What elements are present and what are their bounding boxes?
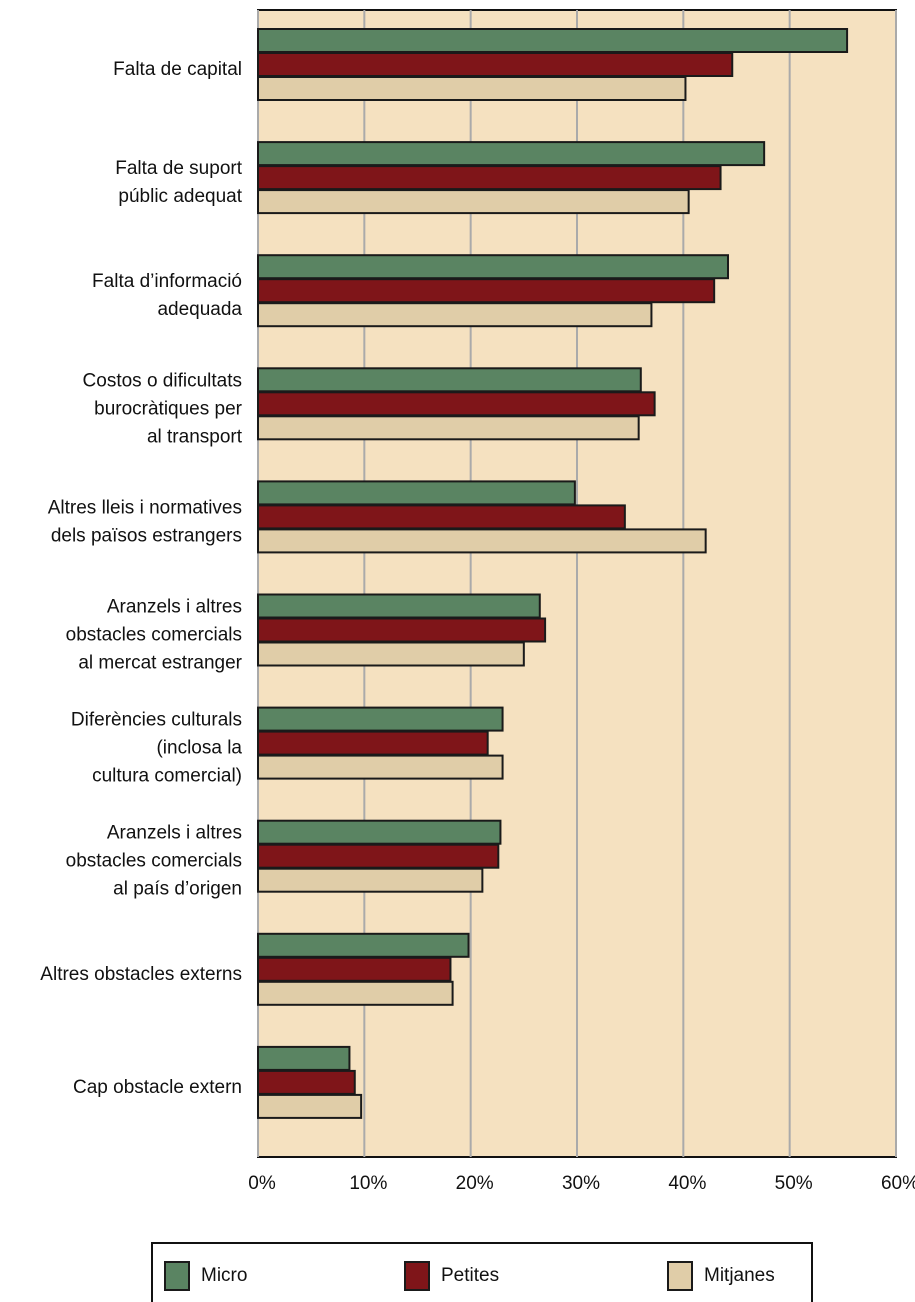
category-label: Falta de suport públic adequat bbox=[115, 158, 242, 207]
bar bbox=[257, 754, 504, 780]
category-label-line: dels països estrangers bbox=[51, 525, 242, 546]
category-label: Aranzels i altres obstacles comercials al … bbox=[66, 597, 243, 674]
category-label-line: obstacles comercials bbox=[66, 851, 242, 872]
category-label-line: Altres obstacles externs bbox=[40, 964, 242, 985]
x-tick-label: 20% bbox=[456, 1173, 494, 1194]
category-label-line: Altres lleis i normatives bbox=[48, 497, 242, 518]
bar bbox=[257, 819, 502, 845]
legend-label: Petites bbox=[441, 1265, 499, 1286]
legend-label: Micro bbox=[201, 1265, 247, 1286]
category-label-line: Falta d’informació bbox=[92, 271, 242, 292]
category-label: Cap obstacle extern bbox=[73, 1077, 242, 1098]
category-label-line: Cap obstacle extern bbox=[73, 1077, 242, 1098]
bar bbox=[257, 76, 687, 101]
x-tick-label: 40% bbox=[668, 1173, 706, 1194]
bar bbox=[257, 593, 541, 619]
bar bbox=[257, 254, 729, 280]
bar bbox=[257, 415, 640, 441]
x-tick-label: 60% bbox=[881, 1173, 915, 1194]
category-label: Diferències culturals (inclosa la cultura … bbox=[71, 710, 243, 787]
category-label-line: Diferències culturals bbox=[71, 710, 242, 731]
category-label: Costos o dificultats burocràtiques per al … bbox=[83, 370, 243, 447]
category-label-line: (inclosa la bbox=[156, 738, 242, 759]
bar bbox=[257, 641, 525, 667]
bar bbox=[257, 165, 722, 191]
bar bbox=[257, 528, 707, 554]
bar bbox=[257, 278, 716, 304]
bar bbox=[257, 141, 766, 167]
x-tick-label: 50% bbox=[775, 1173, 813, 1194]
bar bbox=[257, 617, 547, 643]
bar bbox=[257, 1045, 351, 1071]
bar bbox=[257, 867, 484, 893]
category-label-line: burocràtiques per bbox=[94, 398, 243, 419]
bar bbox=[257, 1093, 363, 1119]
bar bbox=[257, 730, 489, 756]
legend-swatch bbox=[404, 1261, 430, 1291]
category-label: Falta d’informació adequada bbox=[92, 271, 242, 320]
bar bbox=[257, 956, 452, 982]
category-label: Aranzels i altres obstacles comercials al … bbox=[66, 823, 242, 900]
category-label-line: obstacles comercials bbox=[66, 625, 242, 646]
bar bbox=[257, 391, 656, 417]
category-label-line: adequada bbox=[157, 299, 242, 320]
bar bbox=[257, 706, 504, 732]
bar bbox=[257, 1069, 356, 1095]
category-label-line: al transport bbox=[147, 426, 243, 447]
bar bbox=[257, 504, 626, 530]
bar bbox=[257, 52, 734, 77]
category-label-line: públic adequat bbox=[118, 186, 242, 207]
legend-box bbox=[151, 1242, 813, 1302]
category-label-line: Falta de capital bbox=[113, 59, 242, 80]
bar bbox=[257, 28, 849, 53]
category-label-line: Falta de suport bbox=[115, 158, 242, 179]
legend-swatch bbox=[667, 1261, 693, 1291]
x-tick-label: 0% bbox=[248, 1173, 276, 1194]
category-label-line: Aranzels i altres bbox=[107, 823, 242, 844]
bar bbox=[257, 302, 653, 328]
x-tick-label: 10% bbox=[349, 1173, 387, 1194]
category-label-line: cultura comercial) bbox=[92, 766, 242, 787]
category-label-line: al país d’origen bbox=[113, 879, 242, 900]
legend-swatch bbox=[164, 1261, 190, 1291]
category-label-line: Costos o dificultats bbox=[83, 370, 242, 391]
bar bbox=[257, 189, 690, 215]
category-label-line: Aranzels i altres bbox=[107, 597, 242, 618]
x-tick-label: 30% bbox=[562, 1173, 600, 1194]
bar bbox=[257, 480, 576, 506]
category-label: Altres lleis i normatives dels països est… bbox=[48, 497, 242, 546]
bar bbox=[257, 367, 642, 393]
bar bbox=[257, 932, 470, 958]
bar bbox=[257, 843, 500, 869]
bar bbox=[257, 980, 454, 1006]
category-label: Altres obstacles externs bbox=[40, 964, 242, 985]
category-label-line: al mercat estranger bbox=[78, 653, 242, 674]
legend-label: Mitjanes bbox=[704, 1265, 775, 1286]
category-label: Falta de capital bbox=[113, 59, 242, 80]
